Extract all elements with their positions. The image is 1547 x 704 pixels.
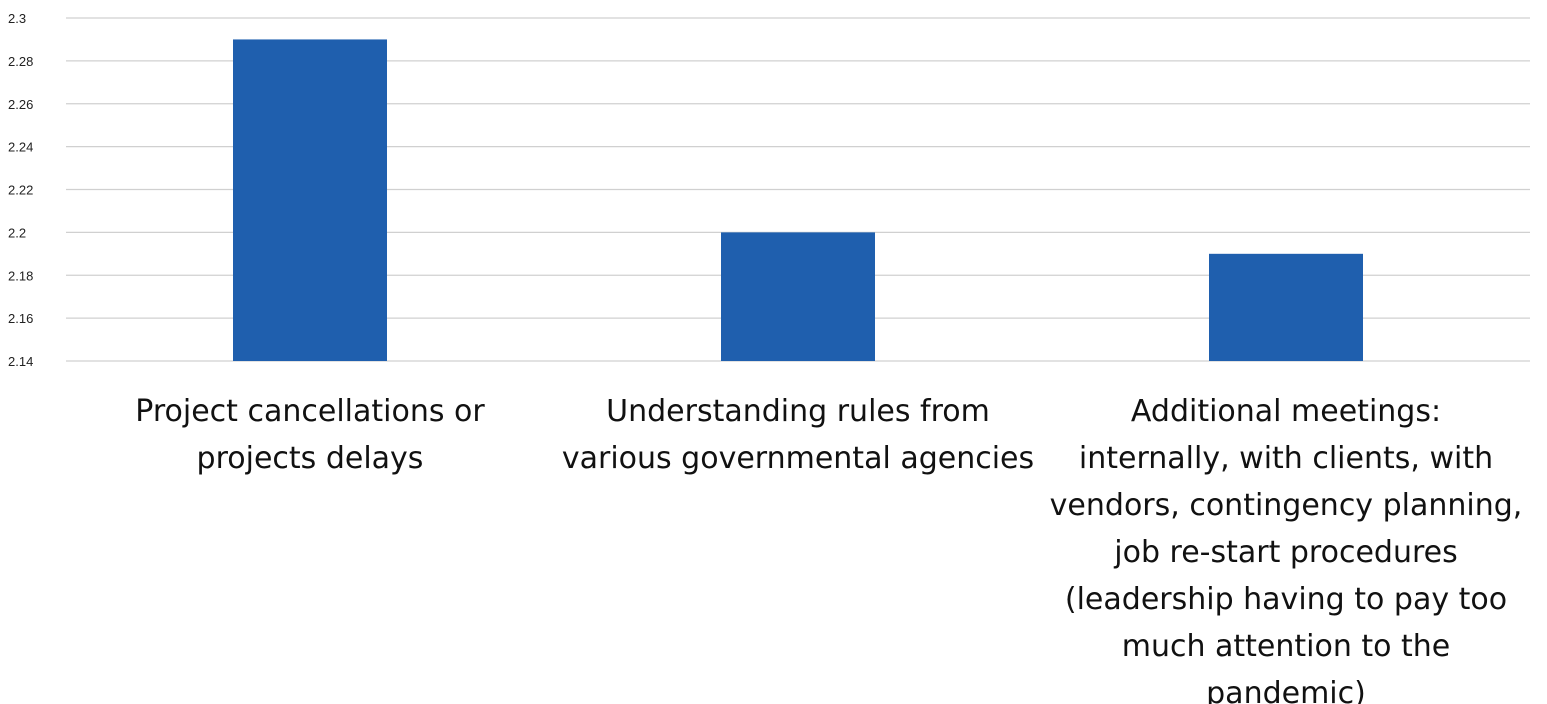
category-label: pandemic) (1206, 676, 1366, 704)
category-label: projects delays (197, 441, 424, 476)
category-label: Additional meetings: (1131, 394, 1441, 429)
bar (1209, 253, 1363, 361)
y-tick-label: 2.24 (8, 140, 33, 155)
y-tick-label: 2.3 (8, 11, 26, 26)
y-tick-label: 2.14 (8, 354, 33, 369)
y-axis-tick-labels: 2.14 2.16 2.18 2.2 2.22 2.24 2.26 2.28 2.3 (8, 11, 33, 369)
category-label: Understanding rules from (606, 394, 990, 429)
category-label: internally, with clients, with (1079, 441, 1493, 476)
bar (233, 39, 387, 361)
y-tick-label: 2.18 (8, 268, 33, 283)
category-label: various governmental agencies (562, 441, 1034, 476)
category-label: Project cancellations or (135, 394, 485, 429)
y-tick-label: 2.28 (8, 54, 33, 69)
y-tick-label: 2.22 (8, 183, 33, 198)
y-tick-label: 2.26 (8, 97, 33, 112)
y-tick-label: 2.2 (8, 225, 26, 240)
category-labels: Project cancellations or projects delays U… (135, 394, 1522, 704)
y-tick-label: 2.16 (8, 311, 33, 326)
bars (233, 39, 1363, 361)
bar (721, 232, 875, 361)
category-label: job re-start procedures (1113, 535, 1457, 570)
category-label: (leadership having to pay too (1065, 582, 1507, 617)
category-label: vendors, contingency planning, (1050, 488, 1523, 523)
category-label: much attention to the (1122, 629, 1451, 664)
